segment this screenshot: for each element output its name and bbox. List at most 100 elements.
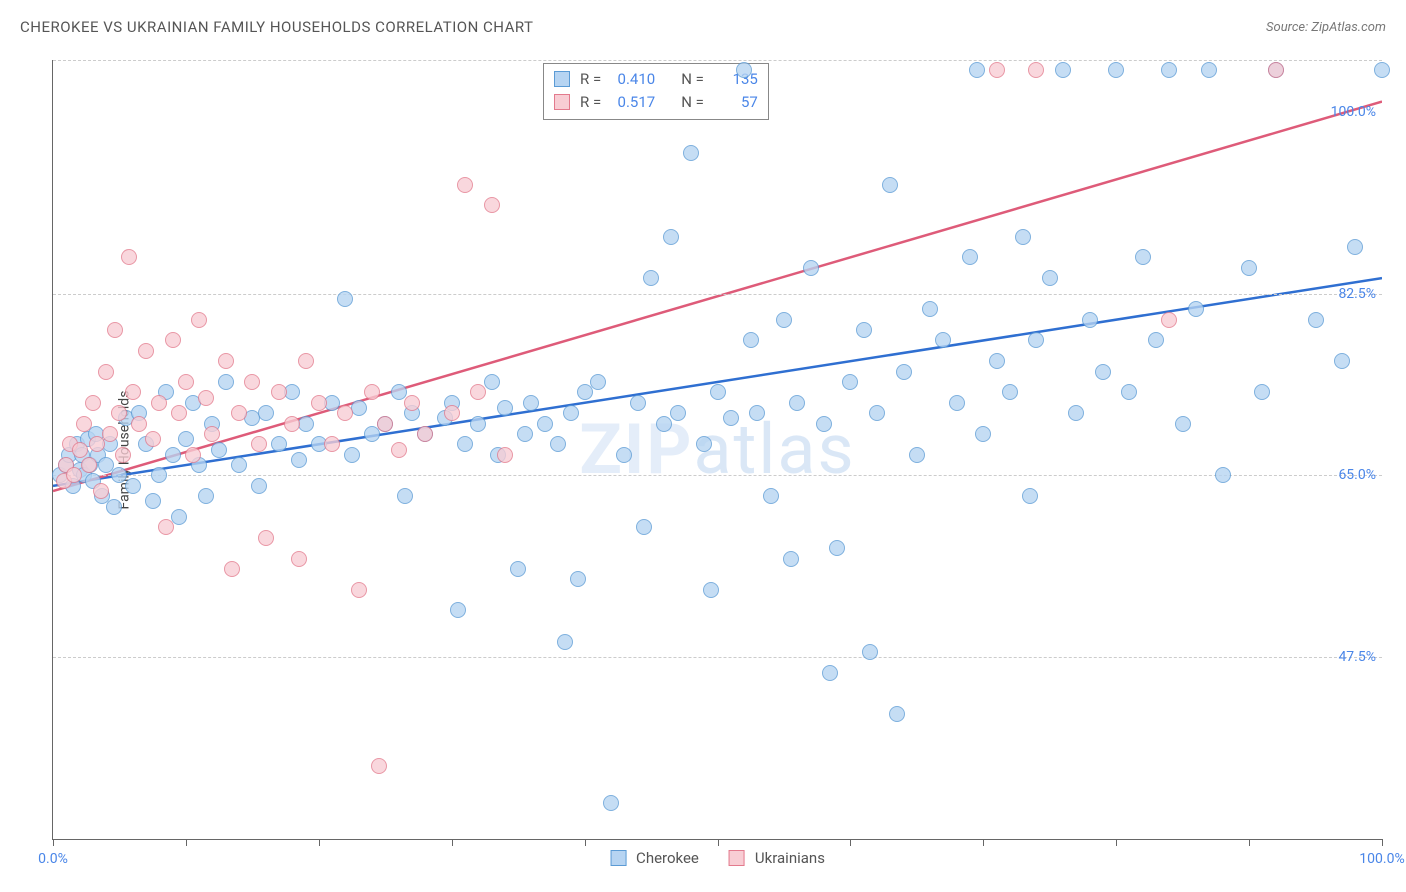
scatter-point: [311, 395, 327, 411]
scatter-point: [577, 384, 593, 400]
scatter-point: [803, 260, 819, 276]
scatter-point: [351, 582, 367, 598]
scatter-point: [1028, 62, 1044, 78]
scatter-point: [1148, 332, 1164, 348]
scatter-point: [1095, 364, 1111, 380]
legend-swatch: [554, 94, 570, 110]
scatter-point: [457, 436, 473, 452]
legend-item: Ukrainians: [729, 849, 825, 867]
scatter-point: [138, 343, 154, 359]
scatter-point: [550, 436, 566, 452]
scatter-point: [158, 519, 174, 535]
scatter-point: [643, 270, 659, 286]
scatter-point: [935, 332, 951, 348]
scatter-point: [470, 416, 486, 432]
scatter-point: [1022, 488, 1038, 504]
scatter-point: [829, 540, 845, 556]
scatter-point: [337, 291, 353, 307]
scatter-point: [1268, 62, 1284, 78]
scatter-point: [244, 374, 260, 390]
scatter-point: [364, 384, 380, 400]
scatter-point: [81, 457, 97, 473]
scatter-point: [298, 353, 314, 369]
gridline: [53, 60, 1382, 61]
scatter-point: [145, 493, 161, 509]
scatter-point: [85, 395, 101, 411]
x-tick: [983, 839, 984, 846]
scatter-point: [231, 457, 247, 473]
scatter-point: [710, 384, 726, 400]
scatter-point: [178, 431, 194, 447]
scatter-point: [497, 447, 513, 463]
stat-r-label: R =: [580, 68, 601, 91]
scatter-point: [896, 364, 912, 380]
scatter-point: [218, 374, 234, 390]
scatter-point: [66, 467, 82, 483]
scatter-point: [1135, 249, 1151, 265]
legend-swatch: [729, 850, 745, 866]
scatter-point: [969, 62, 985, 78]
scatter-point: [76, 416, 92, 432]
scatter-point: [171, 509, 187, 525]
scatter-point: [537, 416, 553, 432]
scatter-point: [989, 353, 1005, 369]
scatter-point: [1068, 405, 1084, 421]
scatter-point: [889, 706, 905, 722]
x-tick-label: 0.0%: [38, 851, 68, 867]
scatter-point: [656, 416, 672, 432]
scatter-point: [1015, 229, 1031, 245]
stat-r-value: 0.410: [609, 68, 655, 91]
x-tick: [452, 839, 453, 846]
scatter-point: [291, 452, 307, 468]
scatter-point: [450, 602, 466, 618]
y-tick-label: 47.5%: [1338, 649, 1376, 665]
scatter-point: [125, 384, 141, 400]
scatter-point: [102, 426, 118, 442]
scatter-point: [1002, 384, 1018, 400]
scatter-point: [616, 447, 632, 463]
scatter-point: [749, 405, 765, 421]
scatter-point: [1254, 384, 1270, 400]
scatter-point: [364, 426, 380, 442]
trend-line: [53, 102, 1382, 492]
scatter-point: [497, 400, 513, 416]
scatter-point: [783, 551, 799, 567]
scatter-point: [93, 483, 109, 499]
scatter-point: [185, 447, 201, 463]
legend-swatch: [554, 71, 570, 87]
x-tick: [850, 839, 851, 846]
scatter-point: [457, 177, 473, 193]
scatter-point: [882, 177, 898, 193]
scatter-point: [131, 416, 147, 432]
scatter-point: [271, 384, 287, 400]
scatter-point: [856, 322, 872, 338]
scatter-point: [743, 332, 759, 348]
gridline: [53, 294, 1382, 295]
scatter-point: [337, 405, 353, 421]
legend-label: Ukrainians: [755, 849, 825, 867]
scatter-point: [989, 62, 1005, 78]
x-tick: [718, 839, 719, 846]
scatter-point: [391, 442, 407, 458]
scatter-point: [1042, 270, 1058, 286]
scatter-point: [121, 249, 137, 265]
scatter-point: [1082, 312, 1098, 328]
scatter-point: [962, 249, 978, 265]
scatter-point: [630, 395, 646, 411]
scatter-point: [922, 301, 938, 317]
gridline: [53, 475, 1382, 476]
scatter-point: [636, 519, 652, 535]
x-tick: [1249, 839, 1250, 846]
scatter-point: [444, 405, 460, 421]
scatter-point: [703, 582, 719, 598]
scatter-point: [523, 395, 539, 411]
stat-r-label: R =: [580, 91, 601, 114]
scatter-point: [1055, 62, 1071, 78]
scatter-point: [151, 467, 167, 483]
x-tick: [319, 839, 320, 846]
scatter-point: [115, 447, 131, 463]
scatter-point: [218, 353, 234, 369]
scatter-point: [570, 571, 586, 587]
legend-label: Cherokee: [636, 849, 699, 867]
scatter-point: [72, 442, 88, 458]
